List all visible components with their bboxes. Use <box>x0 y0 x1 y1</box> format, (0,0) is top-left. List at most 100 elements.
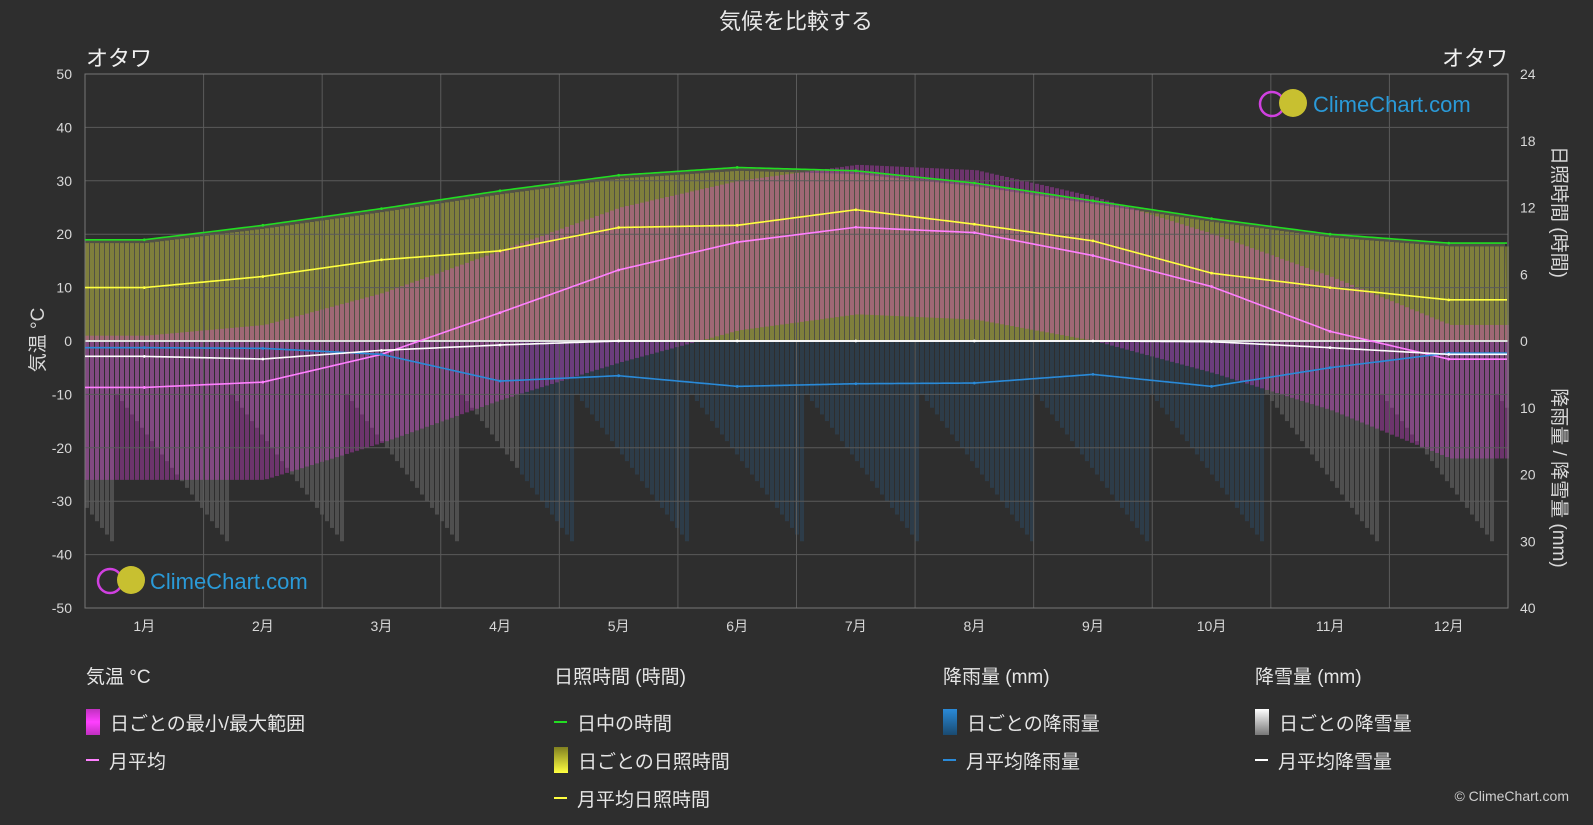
temp-daily-range-bar <box>390 289 394 440</box>
legend-sun-daily: 日ごとの日照時間 <box>554 741 730 779</box>
sunshine-daily-bar <box>420 206 424 341</box>
temp-daily-range-bar <box>880 165 884 316</box>
temp-daily-range-bar <box>1030 182 1034 330</box>
precip-daily-bar <box>770 341 774 502</box>
temp-daily-range-bar <box>845 166 849 316</box>
precip-daily-bar <box>1295 341 1299 435</box>
precip-daily-bar <box>965 341 969 455</box>
sunshine-daily-bar <box>1270 229 1274 341</box>
temp-daily-range-bar <box>670 195 674 349</box>
temp-daily-range-bar <box>410 282 414 433</box>
temp-daily-range-bar <box>605 212 609 367</box>
copyright: © ClimeChart.com <box>1454 788 1569 804</box>
sunshine-daily-bar <box>1375 240 1379 341</box>
sunshine-daily-bar <box>1060 199 1064 341</box>
temp-daily-range-bar <box>1005 177 1009 326</box>
month-tick-label: 11月 <box>1316 618 1345 634</box>
temp-daily-range-bar <box>715 185 719 337</box>
sunshine-daily-bar <box>125 243 129 341</box>
temp-daily-range-bar <box>1190 227 1194 368</box>
sunshine-daily-bar <box>560 186 564 341</box>
sunshine-daily-bar <box>1460 246 1464 341</box>
temp-daily-range-bar <box>205 330 209 480</box>
temp-daily-range-bar <box>135 335 139 480</box>
temp-daily-range-bar <box>930 168 934 318</box>
precip-daily-bar <box>1405 341 1409 428</box>
sunshine-daily-bar <box>945 183 949 341</box>
series-line-point <box>972 222 976 226</box>
sunshine-daily-bar <box>690 173 694 341</box>
sunshine-daily-bar <box>1400 242 1404 341</box>
precip-daily-bar <box>175 341 179 475</box>
precip-daily-bar <box>985 341 989 482</box>
sunshine-daily-bar <box>255 229 259 341</box>
temp-daily-range-bar <box>1435 319 1439 453</box>
sunshine-daily-bar <box>130 243 134 341</box>
temp-tick-label: 20 <box>56 226 72 242</box>
logo-sun-icon <box>117 566 145 594</box>
temp-daily-range-bar <box>1095 197 1099 342</box>
sunshine-daily-bar <box>1065 199 1069 341</box>
temp-daily-range-bar <box>705 188 709 340</box>
precip-daily-bar <box>565 341 569 535</box>
sunshine-daily-bar <box>1155 213 1159 341</box>
temp-daily-range-bar <box>115 335 119 480</box>
precip-daily-bar <box>695 341 699 402</box>
precip-daily-bar <box>900 341 904 522</box>
sunshine-daily-bar <box>710 172 714 341</box>
precip-daily-bar <box>1260 341 1264 542</box>
sunshine-daily-bar <box>1210 221 1214 341</box>
precip-daily-bar <box>725 341 729 442</box>
precip-daily-bar <box>860 341 864 468</box>
legend-snow-daily-label: 日ごとの降雪量 <box>1279 713 1412 735</box>
sunshine-daily-bar <box>685 174 689 341</box>
temp-daily-range-bar <box>1245 246 1249 384</box>
series-line-point <box>1210 384 1213 388</box>
precip-daily-bar <box>1095 341 1099 475</box>
precip-daily-bar <box>85 341 89 508</box>
precip-daily-bar <box>980 341 984 475</box>
temp-daily-range-bar <box>475 259 479 409</box>
temp-daily-range-bar <box>380 293 384 443</box>
sunshine-daily-bar <box>950 183 954 341</box>
precip-tick-label: 20 <box>1520 467 1536 483</box>
precip-daily-bar <box>280 341 284 462</box>
precip-daily-bar <box>595 341 599 422</box>
temp-daily-range-bar <box>865 165 869 315</box>
series-line <box>85 346 1507 388</box>
precip-daily-bar <box>250 341 254 422</box>
temp-daily-range-bar <box>600 214 604 369</box>
precip-daily-bar <box>805 341 809 395</box>
precip-daily-bar <box>1220 341 1224 488</box>
precip-daily-bar <box>225 341 229 542</box>
sunshine-daily-bar <box>820 173 824 341</box>
temp-daily-range-bar <box>860 164 864 315</box>
sunshine-daily-bar <box>610 179 614 341</box>
sunshine-daily-bar <box>1115 207 1119 341</box>
sunshine-daily-bar <box>1505 246 1509 341</box>
temp-daily-range-bar <box>730 182 734 333</box>
sunshine-daily-bar <box>1420 244 1424 341</box>
sunshine-daily-bar <box>340 217 344 341</box>
sunshine-daily-bar <box>800 172 804 341</box>
precip-daily-bar <box>430 341 434 508</box>
legend-rain-daily: 日ごとの降雨量 <box>943 703 1100 741</box>
sunshine-daily-bar <box>760 171 764 341</box>
temp-daily-range-bar <box>575 223 579 377</box>
sunshine-daily-bar <box>120 243 124 341</box>
sunshine-daily-bar <box>410 207 414 341</box>
legend-rain-header: 降雨量 (mm) <box>943 667 1050 688</box>
precip-daily-bar <box>1060 341 1064 428</box>
sunshine-daily-bar <box>540 188 544 341</box>
temp-daily-range-bar <box>980 171 984 321</box>
temp-daily-range-bar <box>1420 313 1424 447</box>
series-line-point <box>498 189 502 193</box>
sunshine-daily-bar <box>1470 246 1474 341</box>
sunshine-daily-bar <box>1010 191 1014 341</box>
precip-daily-bar <box>330 341 334 528</box>
legend-snow-avg-label: 月平均降雪量 <box>1278 751 1393 773</box>
sunshine-daily-bar <box>520 191 524 341</box>
precip-daily-bar <box>1480 341 1484 528</box>
precip-daily-bar <box>575 341 579 395</box>
temp-daily-range-bar <box>955 169 959 319</box>
